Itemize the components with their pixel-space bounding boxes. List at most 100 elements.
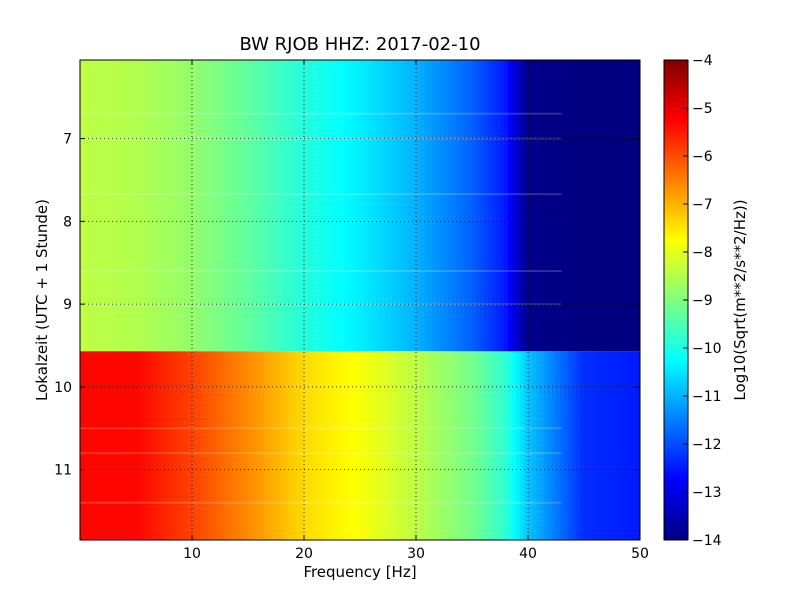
spectrogram-cell bbox=[212, 351, 217, 540]
spectrogram-cell bbox=[116, 351, 121, 540]
spectrogram-cell bbox=[232, 351, 237, 540]
spectrogram-cell bbox=[116, 60, 121, 352]
spectrogram-cell bbox=[484, 351, 489, 540]
spectrogram-cell bbox=[616, 60, 621, 352]
spectrogram-cell bbox=[124, 351, 129, 540]
spectrogram-cell bbox=[392, 60, 397, 352]
spectrogram-cell bbox=[180, 60, 185, 352]
spectrogram-cell bbox=[284, 351, 289, 540]
spectrogram-cell bbox=[196, 60, 201, 352]
x-tick-label: 20 bbox=[295, 546, 313, 562]
spectrogram-cell bbox=[400, 60, 405, 352]
spectrogram-cell bbox=[284, 60, 289, 352]
spectrogram-cell bbox=[432, 351, 437, 540]
spectrogram-cell bbox=[168, 60, 173, 352]
spectrogram-cell bbox=[124, 60, 129, 352]
spectrogram-cell bbox=[468, 60, 473, 352]
spectrogram-cell bbox=[88, 351, 93, 540]
spectrogram-cell bbox=[336, 351, 341, 540]
spectrogram-cell bbox=[472, 60, 477, 352]
spectrogram-cell bbox=[300, 60, 305, 352]
spectrogram-cell bbox=[312, 60, 317, 352]
spectrogram-cell bbox=[576, 60, 581, 352]
spectrogram-cell bbox=[632, 60, 637, 352]
spectrogram-cell bbox=[628, 60, 633, 352]
spectrogram-cell bbox=[84, 351, 89, 540]
spectrogram-cell bbox=[156, 60, 161, 352]
spectrogram-cell bbox=[452, 351, 457, 540]
spectrogram-cell bbox=[560, 351, 565, 540]
spectrogram-cell bbox=[364, 60, 369, 352]
spectrogram-cell bbox=[312, 351, 317, 540]
spectrogram-cell bbox=[344, 351, 349, 540]
spectrogram-cell bbox=[380, 351, 385, 540]
spectrogram-cell bbox=[100, 60, 105, 352]
spectrogram-cell bbox=[412, 60, 417, 352]
spectrogram-cell bbox=[624, 351, 629, 540]
spectrogram-cell bbox=[424, 60, 429, 352]
spectrogram-cell bbox=[188, 60, 193, 352]
spectrogram-cell bbox=[92, 60, 97, 352]
x-tick-label: 10 bbox=[183, 546, 201, 562]
spectrogram-cell bbox=[100, 351, 105, 540]
spectrogram-cell bbox=[180, 351, 185, 540]
spectrogram-cell bbox=[216, 351, 221, 540]
spectrogram-cell bbox=[260, 60, 265, 352]
spectrogram-cell bbox=[348, 351, 353, 540]
spectrogram-cell bbox=[104, 60, 109, 352]
spectrogram-cell bbox=[608, 60, 613, 352]
spectrogram-cell bbox=[244, 351, 249, 540]
spectrogram-cell bbox=[548, 351, 553, 540]
spectrogram-cell bbox=[400, 351, 405, 540]
spectrogram-cell bbox=[404, 351, 409, 540]
y-tick-label: 10 bbox=[54, 380, 72, 396]
spectrogram-cell bbox=[136, 351, 141, 540]
spectrogram-cell bbox=[356, 351, 361, 540]
spectrogram-cell bbox=[596, 351, 601, 540]
spectrogram-cell bbox=[616, 351, 621, 540]
spectrogram-cell bbox=[488, 351, 493, 540]
spectrogram-cell bbox=[228, 60, 233, 352]
spectrogram-cell bbox=[256, 60, 261, 352]
spectrogram-cell bbox=[308, 60, 313, 352]
spectrogram-cell bbox=[132, 60, 137, 352]
colorbar-tick-label: −11 bbox=[692, 389, 722, 405]
spectrogram-cell bbox=[192, 60, 197, 352]
spectrogram-cell bbox=[268, 351, 273, 540]
spectrogram-cell bbox=[532, 60, 537, 352]
spectrogram-cell bbox=[504, 60, 509, 352]
spectrogram-cell bbox=[348, 60, 353, 352]
spectrogram-cell bbox=[472, 351, 477, 540]
spectrogram-cell bbox=[304, 351, 309, 540]
spectrogram-cell bbox=[568, 351, 573, 540]
spectrogram-cell bbox=[596, 60, 601, 352]
spectrogram-cell bbox=[288, 60, 293, 352]
y-tick-label: 8 bbox=[63, 214, 72, 230]
spectrogram-cell bbox=[416, 351, 421, 540]
spectrogram-cell bbox=[292, 60, 297, 352]
spectrogram-cell bbox=[276, 60, 281, 352]
x-axis-ticks: 10 20 30 40 50 bbox=[183, 60, 649, 562]
spectrogram-cell bbox=[600, 60, 605, 352]
spectrogram-cell bbox=[372, 351, 377, 540]
spectrogram-cell bbox=[160, 351, 165, 540]
spectrogram-cell bbox=[316, 351, 321, 540]
spectrogram-cell bbox=[524, 60, 529, 352]
spectrogram-cell bbox=[460, 60, 465, 352]
spectrogram-cell bbox=[512, 351, 517, 540]
spectrogram-cell bbox=[248, 60, 253, 352]
spectrogram-cell bbox=[508, 60, 513, 352]
spectrogram-cell bbox=[260, 351, 265, 540]
spectrogram-cell bbox=[272, 60, 277, 352]
spectrogram-cell bbox=[152, 60, 157, 352]
spectrogram-cell bbox=[536, 60, 541, 352]
colorbar-tick-label: −8 bbox=[692, 245, 713, 261]
spectrogram-cell bbox=[132, 351, 137, 540]
spectrogram-cell bbox=[296, 60, 301, 352]
spectrogram-cell bbox=[120, 351, 125, 540]
spectrogram-cell bbox=[108, 351, 113, 540]
spectrogram-cell bbox=[280, 60, 285, 352]
spectrogram-cell bbox=[388, 351, 393, 540]
spectrogram-cell bbox=[96, 351, 101, 540]
